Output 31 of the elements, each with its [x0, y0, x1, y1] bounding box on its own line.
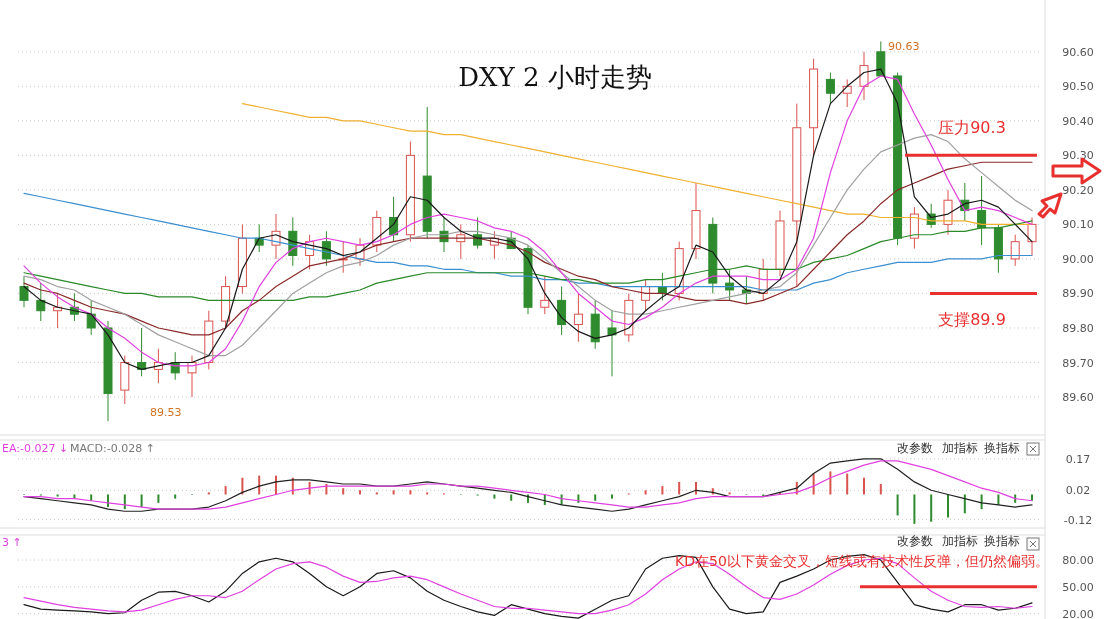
y-tick-label: 90.20 [1062, 183, 1094, 197]
y-tick-label: 20.00 [1062, 607, 1094, 619]
y-tick-label: 0.02 [1065, 484, 1091, 498]
annotation: EA:-0.027 ↓ [2, 442, 69, 455]
ref-line-label: 压力90.3 [938, 118, 1006, 138]
y-tick-label: 89.70 [1062, 356, 1094, 370]
y-tick-label: 90.60 [1062, 45, 1094, 59]
y-tick-label: 50.00 [1062, 580, 1094, 594]
y-tick-label: 89.80 [1062, 321, 1094, 335]
annotation: 加指标 [942, 534, 978, 548]
annotation: 换指标 [984, 441, 1020, 455]
y-tick-label: 89.60 [1062, 391, 1094, 405]
annotation: 加指标 [942, 441, 978, 455]
text: DXY 2 小时走势 [458, 62, 652, 92]
annotation: 换指标 [984, 534, 1020, 548]
y-tick-label: 90.40 [1062, 114, 1094, 128]
annotation: 89.53 [150, 406, 182, 419]
y-tick-label: -0.12 [1063, 513, 1093, 527]
y-tick-label: 90.50 [1062, 80, 1094, 94]
annotation: MACD:-0.028 ↑ [70, 442, 155, 455]
ref-line-label: 支撑89.9 [938, 310, 1006, 330]
y-tick-label: 90.30 [1062, 149, 1094, 163]
annotation: 改参数 [897, 441, 933, 455]
annotation: 3 ↑ [2, 536, 22, 549]
y-tick-label: 80.00 [1062, 554, 1094, 568]
y-tick-label: 90.00 [1062, 252, 1094, 266]
y-tick-label: 90.10 [1062, 218, 1094, 232]
y-tick-label: 89.90 [1062, 287, 1094, 301]
y-tick-label: 0.17 [1065, 452, 1091, 466]
annotation: 90.63 [888, 40, 920, 53]
annotation: 改参数 [897, 534, 933, 548]
